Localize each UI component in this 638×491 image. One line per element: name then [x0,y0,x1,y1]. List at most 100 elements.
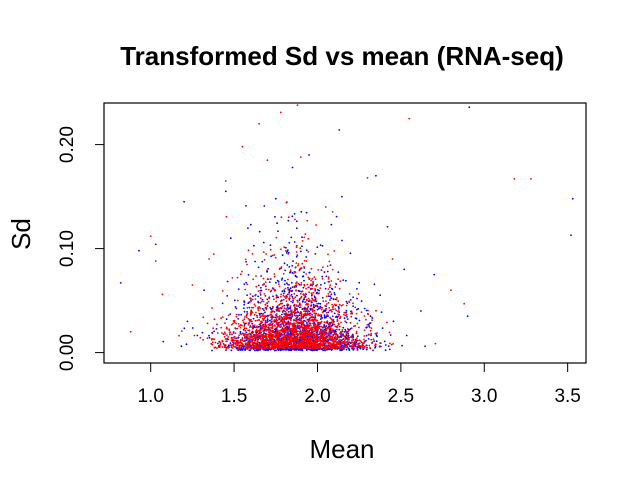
data-point [214,341,217,344]
data-point [287,345,289,348]
data-point [285,327,288,329]
data-point [513,178,516,180]
data-point [287,311,290,313]
data-point [275,349,277,352]
data-point [368,344,371,347]
data-point [331,306,334,309]
data-point [232,343,235,346]
data-point [302,300,304,303]
data-point [352,302,354,305]
data-point [281,336,284,339]
data-point [333,303,336,306]
data-point [363,335,366,337]
data-point [294,330,297,333]
data-point [321,277,324,280]
data-point [262,348,265,351]
data-point [267,278,270,280]
data-point [255,331,258,333]
data-point [314,253,317,255]
data-point [365,326,368,329]
data-point [342,333,344,335]
data-point [242,319,244,322]
data-point [309,322,311,325]
data-point [299,341,302,344]
data-point [273,335,276,338]
data-point [347,347,350,350]
data-point [325,329,328,332]
data-point [242,347,245,350]
data-point [331,315,334,318]
data-point [365,346,368,349]
data-point [286,330,289,333]
data-point [243,283,246,286]
data-point [235,316,238,318]
data-point [291,325,294,327]
data-point [289,287,292,290]
data-point [336,343,339,346]
data-point [352,333,354,336]
data-point [220,317,223,319]
data-point [254,298,257,300]
data-point [226,340,228,342]
data-point [384,344,387,346]
data-point [360,300,363,303]
data-point [240,333,243,336]
data-point [329,335,332,338]
data-point [303,279,305,282]
data-point [236,327,239,330]
data-point [255,334,258,337]
data-point [319,244,322,247]
data-point [296,308,298,310]
data-point [343,339,346,342]
data-point [319,287,322,289]
data-point [258,334,260,337]
data-point [392,343,394,345]
data-point [390,343,393,346]
data-point [252,306,255,309]
data-point [278,329,281,332]
data-point [331,322,334,325]
data-point [300,326,303,328]
data-point [302,286,305,289]
data-point [277,280,280,283]
data-point [224,190,227,193]
data-point [330,321,333,324]
data-point [262,330,265,332]
data-point [250,300,252,302]
data-point [274,343,277,346]
data-point [363,338,365,341]
data-point [318,332,321,335]
data-point [327,311,330,314]
data-point [287,334,290,337]
data-point [349,321,352,324]
data-point [274,334,277,337]
data-point [286,321,289,324]
data-point [324,342,327,345]
data-point [285,201,288,204]
data-point [301,344,304,346]
data-point [310,324,312,327]
data-point [255,311,257,314]
data-point [237,322,240,325]
data-point [305,260,308,262]
data-point [243,326,246,328]
data-point [312,322,314,325]
data-point [290,293,293,296]
data-point [290,313,292,315]
data-point [468,106,471,109]
data-point [236,276,239,279]
data-point [202,316,205,319]
data-point [278,347,280,349]
data-point [250,311,252,313]
data-point [129,330,132,333]
data-point [304,301,306,303]
data-point [276,327,278,329]
data-point [294,218,296,221]
data-point [289,270,292,273]
data-point [326,320,329,323]
data-point [329,295,332,298]
data-point [278,322,280,324]
data-point [266,298,269,301]
data-point [370,338,373,341]
data-point [323,339,325,341]
